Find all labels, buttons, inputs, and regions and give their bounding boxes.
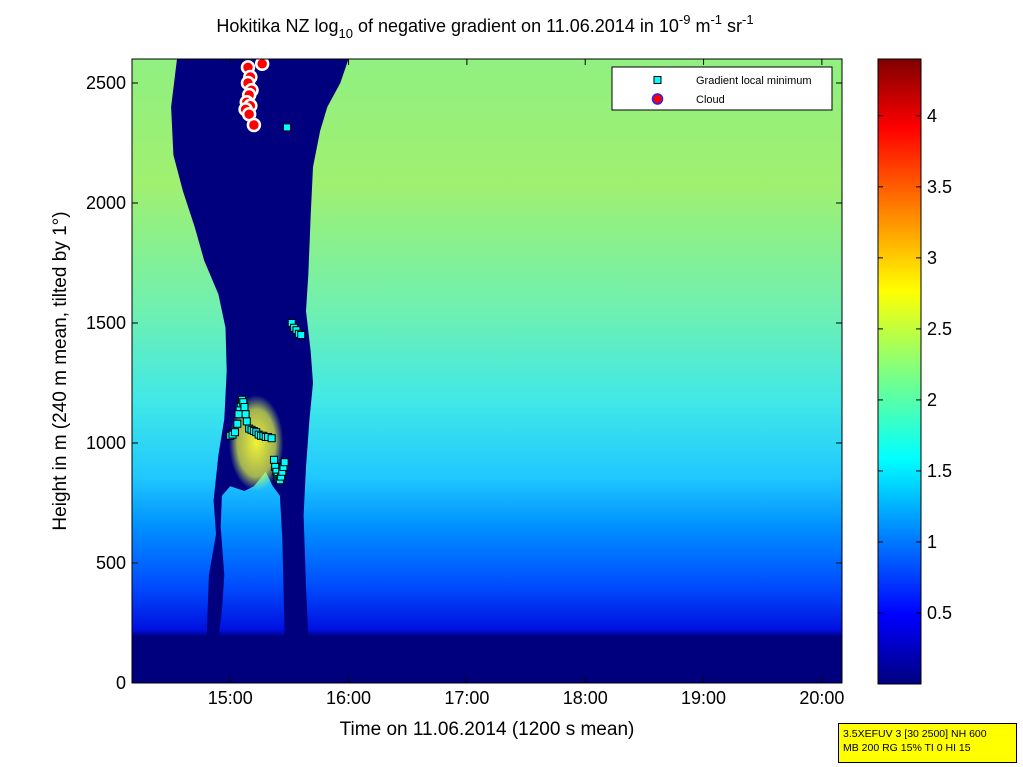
colorbar-tick-label: 3: [927, 248, 937, 268]
colorbar-ticks: 0.5 1 1.5 2 2.5 3 3.5 4: [878, 106, 952, 623]
y-tick-label: 2000: [86, 193, 126, 213]
chart-title: Hokitika NZ log10 of negative gradient o…: [216, 12, 753, 41]
colorbar-tick-label: 0.5: [927, 603, 952, 623]
info-line-1: 3.5XEFUV 3 [30 2500] NH 600: [843, 728, 987, 740]
colorbar-tick-label: 2: [927, 390, 937, 410]
x-tick-label: 18:00: [563, 688, 608, 708]
legend-label: Cloud: [696, 94, 725, 106]
title-exponent-3: -1: [742, 12, 754, 27]
title-unit-2: sr: [722, 16, 742, 36]
colorbar-tick-label: 2.5: [927, 319, 952, 339]
gradient-minimum-marker: [240, 403, 249, 411]
title-unit-1: m: [690, 16, 710, 36]
legend-marker-circle: [651, 93, 664, 105]
x-tick-label: 16:00: [326, 688, 371, 708]
gradient-minimum-marker: [280, 458, 289, 467]
y-tick-label: 1000: [86, 433, 126, 453]
colorbar: [877, 58, 922, 685]
gradient-minimum-marker: [233, 419, 242, 428]
gradient-minimum-markers: [226, 80, 306, 485]
heatmap-ground-band: [132, 637, 842, 683]
gradient-minimum-marker: [297, 331, 306, 339]
y-axis: 0 500 1000 1500 2000 2500: [86, 73, 842, 693]
gradient-minimum-marker: [242, 417, 251, 426]
heatmap-low-signal-region: [171, 59, 349, 638]
x-tick-label: 17:00: [444, 688, 489, 708]
colorbar-tick-label: 4: [927, 106, 937, 126]
cloud-marker: [246, 117, 262, 133]
gradient-minimum-marker: [230, 428, 239, 437]
y-tick-label: 2500: [86, 73, 126, 93]
parameter-info-box: 3.5XEFUV 3 [30 2500] NH 600 MB 200 RG 15…: [838, 723, 1017, 763]
legend-marker-square: [653, 76, 662, 84]
title-exponent-1: -9: [679, 12, 691, 27]
y-tick-label: 0: [116, 673, 126, 693]
legend: Gradient local minimum Cloud: [611, 66, 833, 111]
title-text: Hokitika NZ log10 of negative gradient o…: [216, 12, 753, 41]
title-exponent-2: -1: [710, 12, 722, 27]
info-line-2: MB 200 RG 15% TI 0 HI 15: [843, 742, 971, 754]
y-tick-label: 1500: [86, 313, 126, 333]
gradient-minimum-marker: [234, 410, 243, 419]
y-axis-label: Height in m (240 m mean, tilted by 1°): [50, 211, 71, 530]
x-tick-label: 15:00: [208, 688, 253, 708]
plot-area: [132, 59, 842, 683]
gradient-minimum-marker: [270, 455, 278, 464]
title-prefix: Hokitika NZ log: [216, 16, 338, 36]
colorbar-tick-label: 3.5: [927, 177, 952, 197]
x-tick-label: 20:00: [799, 688, 844, 708]
legend-box: [611, 66, 833, 111]
gradient-minimum-marker: [283, 123, 292, 132]
x-axis: 15:00 16:00 17:00 18:00 19:00 20:00: [208, 59, 844, 708]
title-log-subscript: 10: [338, 26, 352, 41]
plot-frame: [131, 58, 843, 684]
x-axis-label: Time on 11.06.2014 (1200 s mean): [340, 719, 635, 740]
heatmap-high-signal-region: [229, 395, 284, 491]
title-middle: of negative gradient on 11.06.2014 in 10: [353, 16, 679, 36]
y-tick-label: 500: [96, 553, 126, 573]
cloud-markers: [238, 59, 270, 133]
colorbar-tick-label: 1.5: [927, 461, 952, 481]
gradient-minimum-marker: [267, 434, 276, 443]
cloud-marker: [254, 59, 270, 72]
x-tick-label: 19:00: [681, 688, 726, 708]
gradient-minimum-marker: [241, 410, 250, 419]
legend-label: Gradient local minimum: [696, 75, 812, 87]
colorbar-tick-label: 1: [927, 532, 937, 552]
